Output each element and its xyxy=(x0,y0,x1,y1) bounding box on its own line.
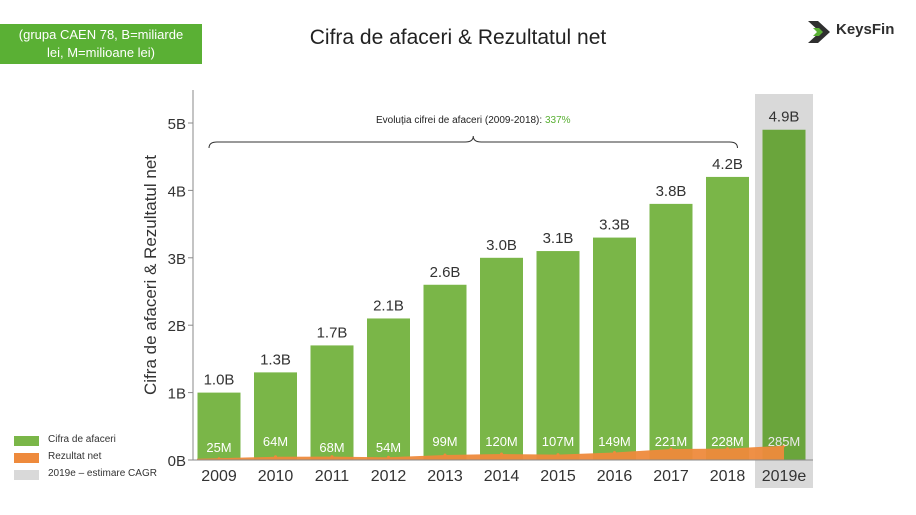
revenue-label-2009: 1.0B xyxy=(204,372,235,389)
annotation-brace xyxy=(208,135,738,149)
legend-label: Cifra de afaceri xyxy=(48,434,116,445)
revenue-label-2015: 3.1B xyxy=(543,230,574,247)
annotation-value: 337% xyxy=(545,115,571,126)
annotation-label: Evoluția cifrei de afaceri (2009-2018): xyxy=(376,115,545,126)
annotation-text: Evoluția cifrei de afaceri (2009-2018): … xyxy=(376,115,571,126)
units-note-line-1: (grupa CAEN 78, B=miliarde xyxy=(18,27,184,42)
revenue-bar-2016 xyxy=(593,237,636,460)
revenue-label-2014: 3.0B xyxy=(486,237,517,254)
net-result-label-2009: 25M xyxy=(206,440,231,455)
x-tick-label-2013: 2013 xyxy=(427,468,463,485)
revenue-label-2016: 3.3B xyxy=(599,217,630,234)
legend-swatch xyxy=(14,436,39,446)
revenue-bar-2019e xyxy=(762,129,806,461)
revenue-bar-2009 xyxy=(197,392,241,460)
legend-swatch xyxy=(14,470,39,480)
revenue-bar-2012 xyxy=(367,318,410,460)
revenue-label-2019e: 4.9B xyxy=(769,109,800,126)
net-result-label-2013: 99M xyxy=(432,434,457,449)
net-result-area xyxy=(197,445,784,460)
y-tick-label: 5B xyxy=(168,116,186,133)
net-result-label-2019e: 285M xyxy=(768,434,801,449)
x-tick-label-2017: 2017 xyxy=(653,468,689,485)
legend-swatch xyxy=(14,453,39,463)
revenue-bar-2014 xyxy=(480,257,523,460)
revenue-label-2011: 1.7B xyxy=(317,324,348,341)
net-result-point-2016 xyxy=(613,451,616,455)
net-result-point-2018 xyxy=(726,447,729,451)
x-tick-label-2016: 2016 xyxy=(597,468,633,485)
revenue-bar-2018 xyxy=(706,176,749,461)
revenue-bar-2011 xyxy=(310,345,354,460)
chart-title: Cifra de afaceri & Rezultatul net xyxy=(309,26,607,49)
revenue-bar-2010 xyxy=(254,372,297,460)
y-tick-label: 0B xyxy=(168,453,186,470)
net-result-point-2014 xyxy=(500,452,503,456)
x-tick-label-2009: 2009 xyxy=(201,468,237,485)
net-result-label-2015: 107M xyxy=(542,434,575,449)
revenue-label-2018: 4.2B xyxy=(712,156,743,173)
revenue-bar-2013 xyxy=(423,284,467,460)
net-result-label-2018: 228M xyxy=(711,434,744,449)
net-result-point-2017 xyxy=(669,447,673,451)
y-tick-label: 3B xyxy=(168,251,186,268)
x-tick-label-2019e: 2019e xyxy=(762,468,807,485)
net-result-label-2016: 149M xyxy=(598,434,631,449)
x-tick-label-2012: 2012 xyxy=(371,468,407,485)
net-result-label-2014: 120M xyxy=(485,434,518,449)
units-note: (grupa CAEN 78, B=miliarde lei, M=milioa… xyxy=(0,24,202,64)
keysfin-logo-icon xyxy=(808,21,830,43)
units-note-line-2: lei, M=milioane lei) xyxy=(46,45,155,60)
net-result-point-2012 xyxy=(387,455,390,459)
revenue-label-2010: 1.3B xyxy=(260,351,291,368)
y-tick-label: 2B xyxy=(168,318,186,335)
net-result-point-2013 xyxy=(443,453,447,457)
net-result-point-2019e xyxy=(782,444,786,448)
net-result-point-2011 xyxy=(330,455,334,459)
net-result-label-2017: 221M xyxy=(655,434,688,449)
net-result-point-2015 xyxy=(556,453,560,457)
y-tick-label: 1B xyxy=(168,386,186,403)
x-tick-label-2010: 2010 xyxy=(258,468,294,485)
net-result-label-2011: 68M xyxy=(319,440,344,455)
net-result-label-2012: 54M xyxy=(376,440,401,455)
x-tick-label-2011: 2011 xyxy=(315,468,350,485)
keysfin-logo: KeysFin xyxy=(806,19,906,45)
y-axis-label: Cifra de afaceri & Rezultatul net xyxy=(141,155,160,395)
net-result-point-2010 xyxy=(274,455,277,459)
revenue-label-2017: 3.8B xyxy=(656,183,687,200)
x-tick-label-2014: 2014 xyxy=(484,468,520,485)
legend-label: Rezultat net xyxy=(48,451,102,462)
revenue-bar-2015 xyxy=(536,251,580,460)
keysfin-logo-text: KeysFin xyxy=(836,21,895,38)
revenue-label-2013: 2.6B xyxy=(430,264,461,281)
revenue-label-2012: 2.1B xyxy=(373,297,404,314)
net-result-label-2010: 64M xyxy=(263,434,288,449)
legend-label: 2019e – estimare CAGR xyxy=(48,468,157,479)
y-tick-label: 4B xyxy=(168,183,186,200)
x-tick-label-2018: 2018 xyxy=(710,468,746,485)
x-tick-label-2015: 2015 xyxy=(540,468,576,485)
revenue-bar-2017 xyxy=(649,203,693,460)
